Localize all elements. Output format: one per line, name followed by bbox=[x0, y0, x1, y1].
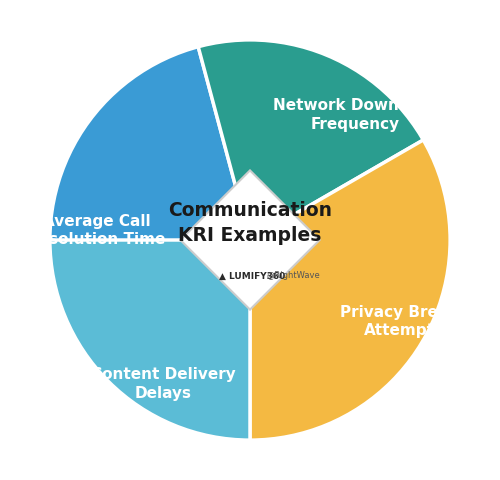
Text: @RightWave: @RightWave bbox=[267, 272, 320, 280]
Text: Content Delivery
Delays: Content Delivery Delays bbox=[91, 367, 236, 401]
Wedge shape bbox=[250, 139, 452, 442]
Text: Communication
KRI Examples: Communication KRI Examples bbox=[168, 201, 332, 245]
Wedge shape bbox=[198, 38, 424, 240]
Polygon shape bbox=[180, 170, 320, 310]
Text: ▲ LUMIFY360: ▲ LUMIFY360 bbox=[219, 272, 285, 280]
Wedge shape bbox=[48, 240, 250, 442]
Wedge shape bbox=[48, 45, 250, 442]
Text: Privacy Breach
Attempts: Privacy Breach Attempts bbox=[340, 305, 468, 338]
Text: Network Downtime
Frequency: Network Downtime Frequency bbox=[274, 98, 438, 132]
Text: Average Call
Resolution Time: Average Call Resolution Time bbox=[27, 214, 166, 247]
